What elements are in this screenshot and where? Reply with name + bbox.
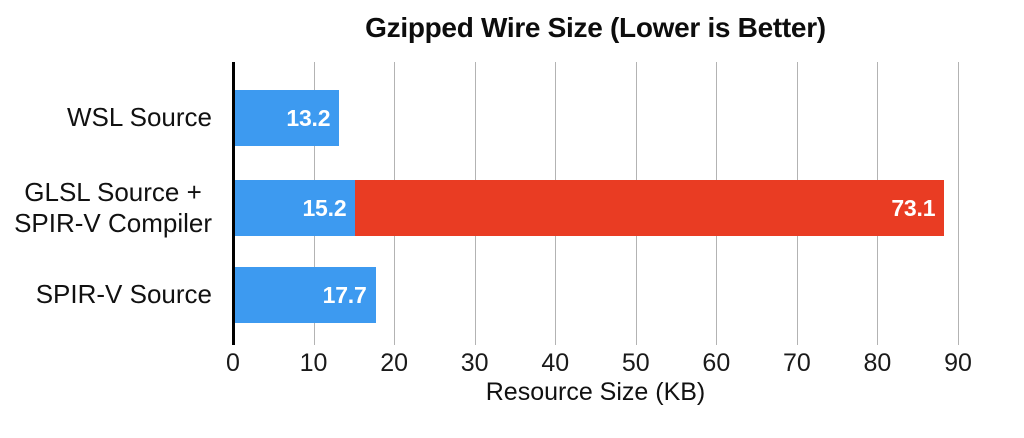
x-tick-label-80: 80 — [863, 349, 892, 377]
x-tick-label-10: 10 — [299, 349, 328, 377]
bar-segment-1-1: 73.1 — [355, 180, 945, 236]
x-tick-label-40: 40 — [541, 349, 570, 377]
bar-value-label: 13.2 — [286, 104, 331, 131]
bar-segment-1-0: 15.2 — [235, 180, 356, 236]
category-label-text: SPIR-V Source — [35, 279, 212, 310]
category-label-text: WSL Source — [67, 102, 212, 133]
x-tick-label-60: 60 — [702, 349, 731, 377]
x-tick-label-0: 0 — [226, 349, 240, 377]
bar-value-label: 73.1 — [891, 194, 936, 221]
x-axis-label: Resource Size (KB) — [485, 378, 706, 406]
category-label-text: GLSL Source + SPIR-V Compiler — [14, 176, 212, 238]
bar-value-label: 15.2 — [302, 194, 347, 221]
x-tick-label-50: 50 — [621, 349, 650, 377]
bar-segment-0-0: 13.2 — [235, 90, 340, 146]
bar-value-label: 17.7 — [322, 281, 367, 308]
x-tick-label-90: 90 — [944, 349, 972, 377]
gridline-90 — [958, 62, 959, 345]
category-label-0: WSL Source — [0, 90, 212, 146]
bar-segment-2-0: 17.7 — [235, 267, 376, 323]
x-tick-label-20: 20 — [380, 349, 409, 377]
x-tick-label-30: 30 — [460, 349, 489, 377]
x-tick-label-70: 70 — [782, 349, 811, 377]
category-label-1: GLSL Source + SPIR-V Compiler — [0, 176, 212, 238]
chart-title: Gzipped Wire Size (Lower is Better) — [365, 12, 826, 43]
category-label-2: SPIR-V Source — [0, 267, 212, 323]
y-axis-line — [231, 62, 235, 345]
